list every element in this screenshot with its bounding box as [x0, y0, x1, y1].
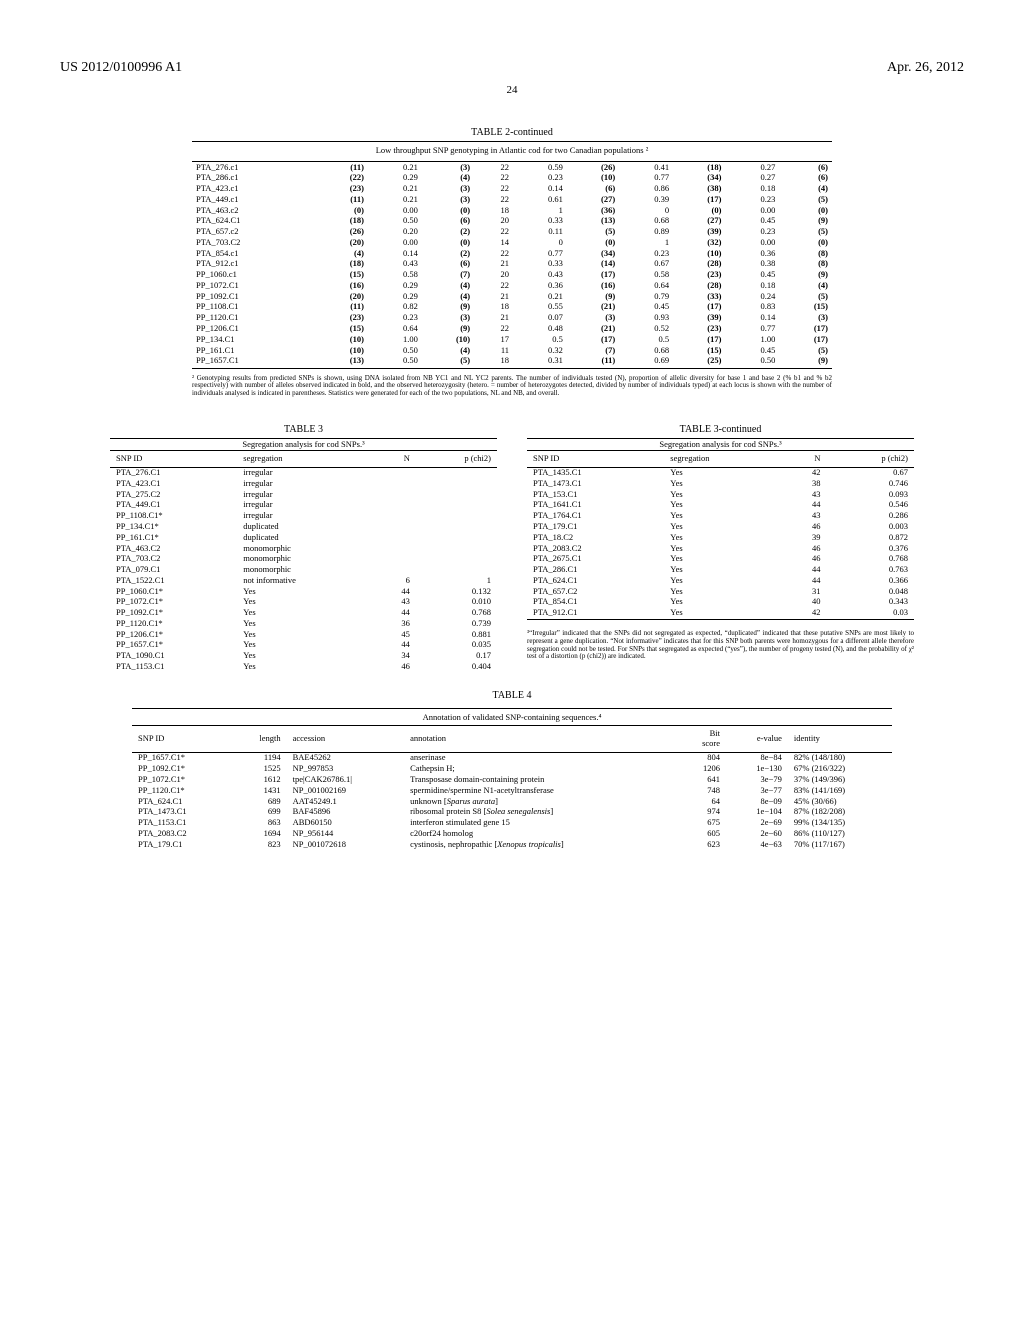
table-row: PP_161.C1(10)0.50(4)110.32(7)0.68(15)0.4… [192, 345, 832, 356]
table-row: PP_1092.C1*Yes440.768 [110, 608, 497, 619]
t3h-snp-r: SNP ID [527, 450, 664, 467]
table-row: PP_1657.C1*1194BAE45262anserinase8048e−8… [132, 752, 892, 763]
table-row: PP_1108.C1(11)0.82(9)180.55(21)0.45(17)0… [192, 302, 832, 313]
table-row: PTA_2083.C2Yes460.376 [527, 543, 914, 554]
table-row: PTA_854.c1(4)0.14(2)220.77(34)0.23(10)0.… [192, 248, 832, 259]
table-row: PTA_423.c1(23)0.21(3)220.14(6)0.86(38)0.… [192, 184, 832, 195]
table-row: PTA_1522.C1not informative61 [110, 575, 497, 586]
table-row: PTA_624.C1689AAT45249.1unknown [Sparus a… [132, 796, 892, 807]
t4h6: identity [788, 726, 892, 753]
table-row: PTA_1641.C1Yes440.546 [527, 500, 914, 511]
table-row: PTA_2675.C1Yes460.768 [527, 554, 914, 565]
t4h1: length [232, 726, 287, 753]
table-row: PP_1657.C1(13)0.50(5)180.31(11)0.69(25)0… [192, 356, 832, 367]
table-row: PTA_2083.C21694NP_956144c20orf24 homolog… [132, 828, 892, 839]
table-row: PP_134.C1(10)1.00(10)170.5(17)0.5(17)1.0… [192, 334, 832, 345]
table3-left: Segregation analysis for cod SNPs.³ SNP … [110, 437, 497, 672]
table-row: PTA_1153.C1Yes460.404 [110, 661, 497, 672]
t3h-snp: SNP ID [110, 450, 237, 467]
table2: Low throughput SNP genotyping in Atlanti… [192, 140, 832, 368]
table-row: PP_1072.C1*1612tpe|CAK26786.1|Transposas… [132, 775, 892, 786]
table-row: PP_1092.C1*1525NP_997853Cathepsin H;1206… [132, 764, 892, 775]
t3h-n-r: N [780, 450, 826, 467]
table-row: PTA_179.C1Yes460.003 [527, 521, 914, 532]
table-row: PP_1206.C1*Yes450.881 [110, 629, 497, 640]
t3h-seg: segregation [237, 450, 373, 467]
table-row: PTA_657.c2(26)0.20(2)220.11(5)0.89(39)0.… [192, 227, 832, 238]
table-row: PTA_1473.C1Yes380.746 [527, 478, 914, 489]
table-row: PP_161.C1*duplicated [110, 532, 497, 543]
table3-title-right: TABLE 3-continued [527, 424, 914, 436]
table-row: PTA_179.C1823NP_001072618cystinosis, nep… [132, 839, 892, 850]
t3h-seg-r: segregation [664, 450, 780, 467]
table2-subtitle: Low throughput SNP genotyping in Atlanti… [192, 142, 832, 160]
table-row: PP_1072.C1*Yes430.010 [110, 597, 497, 608]
table-row: PTA_854.C1Yes400.343 [527, 597, 914, 608]
table-row: PTA_463.c2(0)0.00(0)181(36)0(0)0.00(0) [192, 205, 832, 216]
t4h2: accession [287, 726, 404, 753]
table-row: PP_134.C1*duplicated [110, 521, 497, 532]
t3h-p-r: p (chi2) [826, 450, 914, 467]
t3h-p: p (chi2) [416, 450, 497, 467]
table-row: PP_1108.C1*irregular [110, 511, 497, 522]
table-row: PTA_624.C1Yes440.366 [527, 575, 914, 586]
table-row: PTA_286.c1(22)0.29(4)220.23(10)0.77(34)0… [192, 173, 832, 184]
t4h5: e-value [726, 726, 788, 753]
table-row: PTA_1153.C1863ABD60150interferon stimula… [132, 818, 892, 829]
table-row: PTA_079.C1monomorphic [110, 565, 497, 576]
t4h4: Bitscore [677, 726, 726, 753]
table-row: PTA_703.C2monomorphic [110, 554, 497, 565]
table2-title: TABLE 2-continued [60, 127, 964, 139]
table-row: PTA_703.C2(20)0.00(0)140(0)1(32)0.00(0) [192, 237, 832, 248]
table-row: PTA_449.C1irregular [110, 500, 497, 511]
table3-subtitle-l: Segregation analysis for cod SNPs.³ [110, 439, 497, 451]
table-row: PTA_449.c1(11)0.21(3)220.61(27)0.39(17)0… [192, 194, 832, 205]
table-row: PTA_276.C1irregular [110, 467, 497, 478]
table-row: PP_1060.C1*Yes440.132 [110, 586, 497, 597]
table4: Annotation of validated SNP-containing s… [132, 708, 892, 850]
table-row: PP_1657.C1*Yes440.035 [110, 640, 497, 651]
table-row: PTA_1090.C1Yes340.17 [110, 651, 497, 662]
table4-title: TABLE 4 [132, 690, 892, 702]
page-number: 24 [60, 84, 964, 97]
page-header: US 2012/0100996 A1 Apr. 26, 2012 [60, 60, 964, 76]
doc-id: US 2012/0100996 A1 [60, 60, 182, 76]
t4h3: annotation [404, 726, 677, 753]
doc-date: Apr. 26, 2012 [887, 60, 964, 76]
table3-wrap: TABLE 3 Segregation analysis for cod SNP… [110, 416, 914, 673]
table-row: PP_1072.C1(16)0.29(4)220.36(16)0.64(28)0… [192, 280, 832, 291]
table-row: PP_1092.C1(20)0.29(4)210.21(9)0.79(33)0.… [192, 291, 832, 302]
table-row: PTA_18.C2Yes390.872 [527, 532, 914, 543]
table3-footnote: ³“Irregular” indicated that the SNPs did… [527, 630, 914, 661]
table3-title-left: TABLE 3 [110, 424, 497, 436]
t3h-n: N [373, 450, 416, 467]
table3-subtitle-r: Segregation analysis for cod SNPs.³ [527, 439, 914, 451]
table-row: PP_1120.C1(23)0.23(3)210.07(3)0.93(39)0.… [192, 313, 832, 324]
table4-subtitle: Annotation of validated SNP-containing s… [132, 710, 892, 726]
table-row: PTA_1764.C1Yes430.286 [527, 511, 914, 522]
table-row: PTA_276.c1(11)0.21(3)220.59(26)0.41(18)0… [192, 162, 832, 173]
table-row: PTA_1435.C1Yes420.67 [527, 467, 914, 478]
table-row: PTA_423.C1irregular [110, 478, 497, 489]
table-row: PTA_657.C2Yes310.048 [527, 586, 914, 597]
table-row: PTA_463.C2monomorphic [110, 543, 497, 554]
table-row: PTA_286.C1Yes440.763 [527, 565, 914, 576]
table-row: PP_1060.c1(15)0.58(7)200.43(17)0.58(23)0… [192, 270, 832, 281]
table-row: PTA_912.c1(18)0.43(6)210.33(14)0.67(28)0… [192, 259, 832, 270]
table2-footnote: ² Genotyping results from predicted SNPs… [192, 375, 832, 398]
table-row: PP_1120.C1*Yes360.739 [110, 618, 497, 629]
table-row: PTA_1473.C1699BAF45896ribosomal protein … [132, 807, 892, 818]
table-row: PP_1120.C1*1431NP_001002169spermidine/sp… [132, 785, 892, 796]
table-row: PTA_624.C1(18)0.50(6)200.33(13)0.68(27)0… [192, 216, 832, 227]
table-row: PTA_912.C1Yes420.03 [527, 608, 914, 619]
table3-right: Segregation analysis for cod SNPs.³ SNP … [527, 437, 914, 620]
table-row: PTA_275.C2irregular [110, 489, 497, 500]
t4h0: SNP ID [132, 726, 232, 753]
table-row: PP_1206.C1(15)0.64(9)220.48(21)0.52(23)0… [192, 323, 832, 334]
table-row: PTA_153.C1Yes430.093 [527, 489, 914, 500]
